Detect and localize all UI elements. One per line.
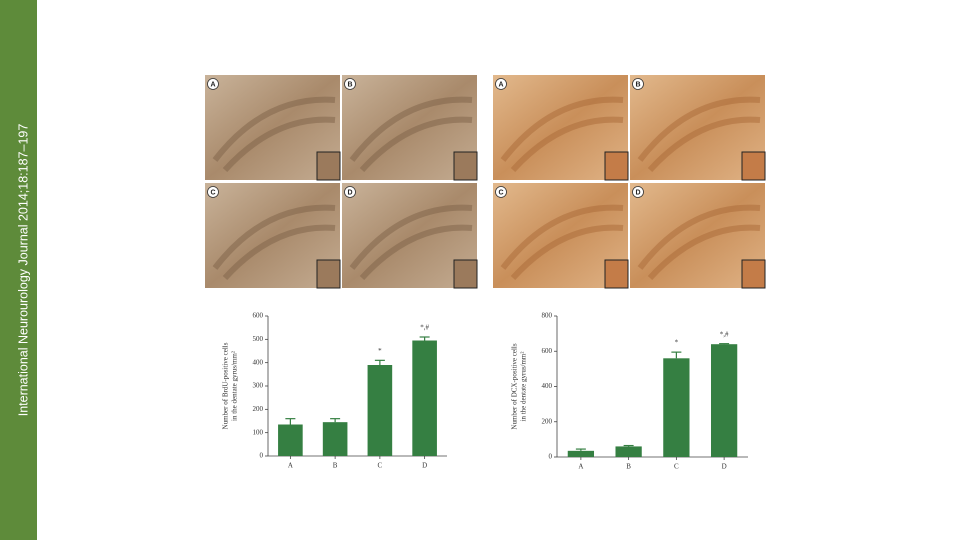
tissue-band (637, 204, 761, 281)
y-tick-label: 400 (253, 358, 264, 366)
x-tick-label: D (722, 463, 727, 471)
y-axis-label: in the dentate gyrus/mm² (520, 352, 528, 422)
panel-label: D (347, 189, 352, 196)
y-tick-label: 0 (260, 452, 264, 460)
panel-label: D (635, 189, 640, 196)
panel-label: A (210, 81, 215, 88)
inset (453, 151, 478, 181)
inset (604, 259, 629, 289)
y-axis-label: in the dentate gyrus/mm² (231, 351, 239, 421)
tissue-band (212, 96, 336, 173)
significance-mark: * (378, 347, 382, 355)
y-tick-label: 800 (542, 312, 553, 320)
panel-label: B (347, 81, 352, 88)
x-tick-label: C (674, 463, 679, 471)
panel-badge (495, 186, 507, 198)
significance-mark: *,# (420, 324, 429, 332)
y-tick-label: 400 (542, 382, 553, 390)
panel-badge (344, 78, 356, 90)
y-axis-label: Number of DCX-positive cells (511, 343, 519, 429)
bar (615, 446, 642, 457)
x-tick-label: C (378, 462, 383, 470)
tissue-band (500, 204, 624, 281)
tissue-band (637, 96, 761, 173)
y-tick-label: 600 (253, 312, 264, 320)
panel-badge (344, 186, 356, 198)
bar (278, 424, 303, 456)
y-tick-label: 500 (253, 335, 264, 343)
tissue-band (349, 204, 473, 281)
bar (412, 340, 437, 456)
bar (710, 344, 738, 457)
charts: 0 100 200 300 400 500 600 Number of BrdU-positi… (222, 312, 748, 471)
panel-badge (632, 186, 644, 198)
micrographs: A B C D A B C D (205, 75, 766, 289)
panel-badge (207, 78, 219, 90)
bar (567, 450, 595, 457)
x-tick-label: B (333, 462, 338, 470)
inset (741, 151, 766, 181)
y-tick-label: 100 (253, 428, 264, 436)
inset (604, 151, 629, 181)
tissue-band (500, 96, 624, 173)
tissue-band (212, 204, 336, 281)
panel-label: A (498, 81, 503, 88)
y-tick-label: 200 (253, 405, 264, 413)
bar (367, 365, 393, 456)
x-tick-label: A (578, 463, 583, 471)
sidebar (0, 0, 37, 540)
x-tick-label: A (288, 462, 293, 470)
inset (316, 151, 341, 181)
inset (316, 259, 341, 289)
panel-badge (495, 78, 507, 90)
inset (741, 259, 766, 289)
y-tick-label: 600 (542, 347, 553, 355)
y-tick-label: 0 (549, 453, 553, 461)
journal-citation: International Neurourology Journal 2014;… (16, 124, 30, 417)
bar (322, 422, 348, 456)
panel-label: B (635, 81, 640, 88)
x-tick-label: B (626, 463, 631, 471)
y-tick-label: 200 (542, 417, 553, 425)
significance-mark: * (675, 339, 679, 347)
significance-mark: *,# (720, 330, 729, 338)
y-axis-label: Number of BrdU-positive cells (222, 342, 230, 429)
inset (453, 259, 478, 289)
panel-label: C (210, 189, 215, 196)
y-tick-label: 300 (253, 382, 264, 390)
tissue-band (349, 96, 473, 173)
panel-badge (207, 186, 219, 198)
x-tick-label: D (422, 462, 427, 470)
panel-label: C (498, 189, 503, 196)
panel-badge (632, 78, 644, 90)
bar (663, 358, 690, 457)
